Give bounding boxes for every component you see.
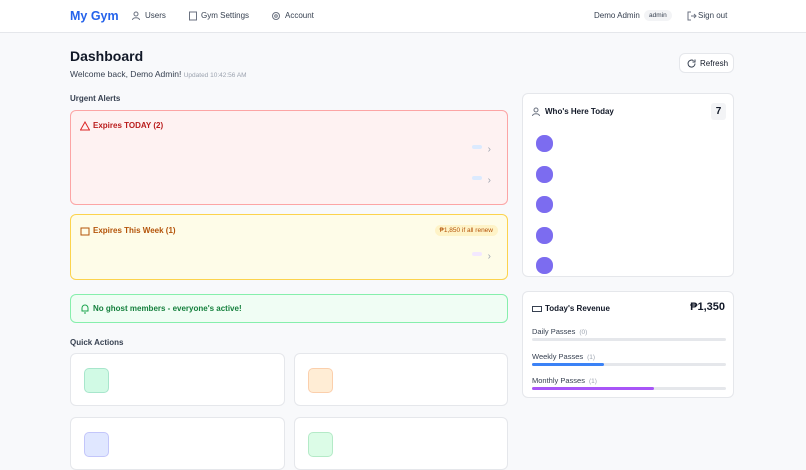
revenue-label: Weekly Passes (1) xyxy=(532,352,595,361)
action-card[interactable] xyxy=(294,417,508,470)
avatar xyxy=(87,143,103,159)
chevron[interactable]: › xyxy=(487,251,491,262)
plan-badge xyxy=(472,176,482,180)
avatar xyxy=(536,165,553,183)
section-title: Quick Actions xyxy=(70,338,124,347)
welcome-text: Welcome back, Demo Admin! xyxy=(70,69,182,79)
expires-today: Expires TODAY (2) › › xyxy=(70,110,508,205)
revenue-count: (1) xyxy=(588,378,597,385)
cash-icon xyxy=(532,306,542,312)
revenue-name: Monthly Passes xyxy=(532,376,585,385)
bell-icon xyxy=(81,304,89,314)
signout[interactable]: Sign out xyxy=(698,11,728,20)
nav-link[interactable]: Gym Settings xyxy=(201,11,250,20)
refresh-label: Refresh xyxy=(700,59,729,68)
revenue-track xyxy=(532,338,726,341)
revenue-label: Monthly Passes (1) xyxy=(532,376,597,385)
role-badge: admin xyxy=(644,10,672,21)
action-card[interactable] xyxy=(70,353,285,406)
action-icon xyxy=(308,368,333,393)
renew-badge: ₱1,850 if all renew xyxy=(434,225,498,236)
plan-badge xyxy=(472,145,482,149)
brand[interactable]: My Gym xyxy=(70,9,119,23)
building-icon xyxy=(189,11,197,21)
calendar-icon xyxy=(80,227,90,236)
revenue-label: Daily Passes (0) xyxy=(532,327,587,336)
revenue-card: Today's Revenue ₱1,350 Daily Passes (0) We… xyxy=(522,291,734,398)
action-icon xyxy=(308,432,333,457)
avatar xyxy=(536,257,553,274)
revenue-count: (0) xyxy=(579,329,588,336)
nav-link[interactable]: Account xyxy=(285,11,314,20)
chevron[interactable]: › xyxy=(487,144,491,155)
users-icon xyxy=(132,11,140,21)
refresh-icon xyxy=(687,59,696,68)
refresh-button[interactable]: Refresh xyxy=(679,53,734,73)
nav-link[interactable]: Users xyxy=(145,11,166,20)
alert-title: Expires TODAY (2) xyxy=(93,121,164,130)
avatar xyxy=(536,196,553,213)
avatar xyxy=(87,174,103,190)
card-title: Who's Here Today xyxy=(545,107,614,116)
card-title: Today's Revenue xyxy=(545,304,610,313)
revenue-track xyxy=(532,387,726,390)
expires-week: Expires This Week (1) ₱1,850 if all rene… xyxy=(70,214,508,280)
revenue-name: Weekly Passes xyxy=(532,351,584,361)
navbar: My Gym Users Gym Settings Account Demo A… xyxy=(0,0,806,33)
ghost-text: No ghost members - everyone's active! xyxy=(93,304,242,313)
alert-title: Expires This Week (1) xyxy=(93,226,176,235)
users-icon xyxy=(532,107,540,117)
welcome: Welcome back, Demo Admin! Updated 10:42:… xyxy=(70,69,247,79)
signout-icon xyxy=(687,11,697,21)
revenue-name: Daily Passes xyxy=(532,327,576,336)
revenue-bar xyxy=(532,387,655,390)
avatar xyxy=(536,226,553,244)
section-title: Urgent Alerts xyxy=(70,94,121,103)
avatar xyxy=(87,250,103,266)
action-icon xyxy=(84,432,109,457)
ghost-alert: No ghost members - everyone's active! xyxy=(70,294,508,323)
page-title: Dashboard xyxy=(70,48,144,64)
updated: Updated 10:42:56 AM xyxy=(183,72,247,79)
gear-icon xyxy=(272,12,280,20)
action-card[interactable] xyxy=(294,353,508,406)
warning-icon xyxy=(80,121,90,131)
user-name: Demo Admin xyxy=(594,11,640,20)
revenue-track xyxy=(532,362,726,366)
chevron[interactable]: › xyxy=(487,175,491,186)
action-card[interactable] xyxy=(70,417,285,470)
revenue-count: (1) xyxy=(587,353,596,361)
plan-badge xyxy=(472,252,482,256)
avatar xyxy=(536,135,553,152)
action-icon xyxy=(84,368,109,393)
revenue-total: ₱1,350 xyxy=(690,301,725,313)
revenue-bar xyxy=(532,362,604,366)
here-today-card: Who's Here Today 7 xyxy=(522,93,734,277)
here-count: 7 xyxy=(711,103,726,120)
